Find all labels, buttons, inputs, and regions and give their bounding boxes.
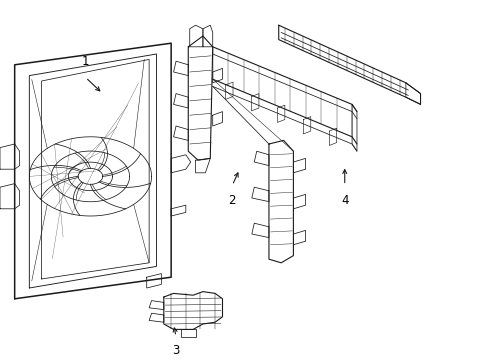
- Text: 3: 3: [172, 344, 180, 357]
- Text: 4: 4: [340, 194, 348, 207]
- Text: 2: 2: [228, 194, 236, 207]
- Text: 1: 1: [81, 55, 89, 68]
